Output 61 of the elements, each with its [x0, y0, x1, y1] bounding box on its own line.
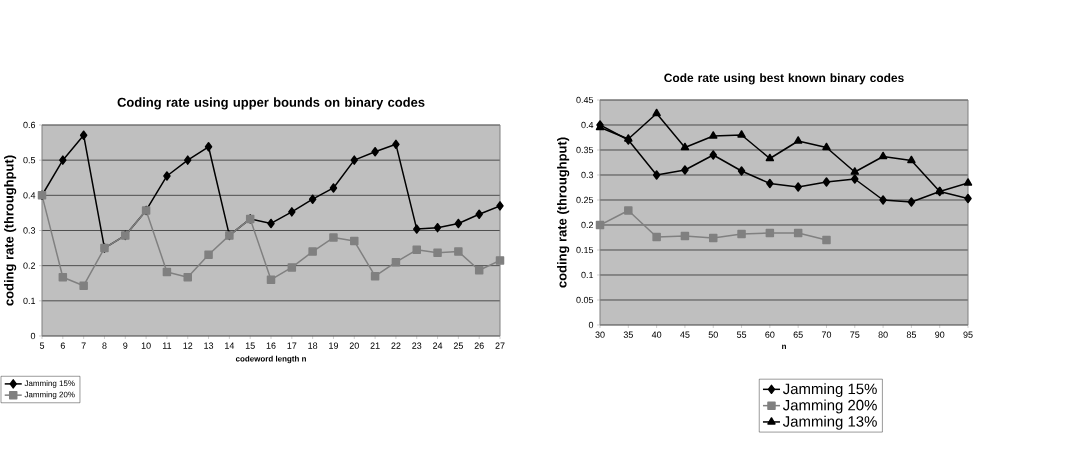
x-tick-label: 95 — [963, 331, 973, 338]
y-tick-label: 0.2 — [581, 221, 594, 229]
y-tick-label: 0.15 — [576, 246, 594, 254]
x-tick-label: 26 — [474, 342, 484, 349]
y-tick-label: 0.35 — [576, 146, 594, 154]
x-tick-label: 70 — [821, 331, 832, 338]
y-tick-label: 0.6 — [23, 121, 36, 129]
x-tick-label: 22 — [391, 342, 401, 349]
x-tick-label: 20 — [349, 342, 359, 349]
x-tick-label: 5 — [39, 342, 45, 349]
x-tick-label: 75 — [850, 331, 860, 338]
x-tick-label: 14 — [225, 342, 235, 349]
x-tick-label: 19 — [329, 342, 339, 349]
legend-label: Jamming 15% — [782, 383, 877, 398]
x-tick-label: 50 — [708, 331, 718, 338]
x-tick-label: 21 — [370, 342, 380, 349]
x-tick-label: 80 — [878, 331, 888, 338]
x-tick-label: 10 — [141, 342, 151, 349]
y-axis-title: coding rate (throughput) — [557, 137, 570, 288]
chart-title: Code rate using best known binary codes — [664, 73, 904, 85]
x-tick-label: 24 — [433, 342, 443, 349]
x-tick-label: 90 — [935, 331, 945, 338]
x-tick-label: 25 — [453, 342, 463, 349]
x-tick-label: 55 — [736, 331, 747, 338]
legend-label: Jamming 20% — [782, 399, 877, 414]
y-tick-label: 0.45 — [576, 96, 594, 104]
x-tick-label: 15 — [245, 342, 255, 349]
y-tick-label: 0 — [30, 332, 36, 340]
y-tick-label: 0.05 — [576, 296, 594, 304]
y-tick-label: 0.1 — [23, 297, 36, 304]
x-tick-label: 13 — [204, 342, 214, 349]
x-tick-label: 60 — [765, 331, 775, 338]
y-tick-label: 0.3 — [581, 171, 594, 179]
y-tick-label: 0.3 — [23, 227, 36, 234]
x-tick-label: 30 — [595, 331, 605, 338]
y-tick-label: 0.25 — [576, 196, 594, 204]
chart-title: Coding rate using upper bounds on binary codes — [117, 97, 425, 110]
x-tick-label: 7 — [81, 342, 86, 349]
x-tick-label: 18 — [308, 342, 318, 349]
x-tick-label: 45 — [680, 331, 690, 338]
y-tick-label: 0.5 — [23, 156, 36, 164]
x-tick-label: 12 — [183, 342, 193, 349]
legend-label: Jamming 13% — [782, 415, 877, 430]
y-tick-label: 0 — [588, 321, 594, 329]
x-tick-label: 35 — [623, 331, 633, 338]
x-tick-label: 40 — [651, 331, 662, 338]
y-tick-label: 0.1 — [581, 271, 594, 279]
y-tick-label: 0.4 — [23, 192, 36, 199]
x-tick-label: 27 — [495, 342, 505, 349]
y-tick-label: 0.2 — [23, 262, 36, 269]
y-axis-title: coding rate (throughput) — [4, 155, 17, 306]
x-tick-label: 17 — [287, 342, 297, 349]
x-tick-label: 11 — [162, 342, 172, 349]
x-tick-label: 65 — [793, 331, 803, 338]
x-tick-label: 16 — [266, 342, 276, 349]
x-tick-label: 6 — [60, 342, 65, 349]
x-tick-label: 8 — [102, 342, 107, 349]
y-tick-label: 0.4 — [581, 121, 594, 129]
x-tick-label: 85 — [906, 331, 916, 338]
x-tick-label: 9 — [123, 342, 128, 349]
x-tick-label: 23 — [412, 342, 422, 349]
